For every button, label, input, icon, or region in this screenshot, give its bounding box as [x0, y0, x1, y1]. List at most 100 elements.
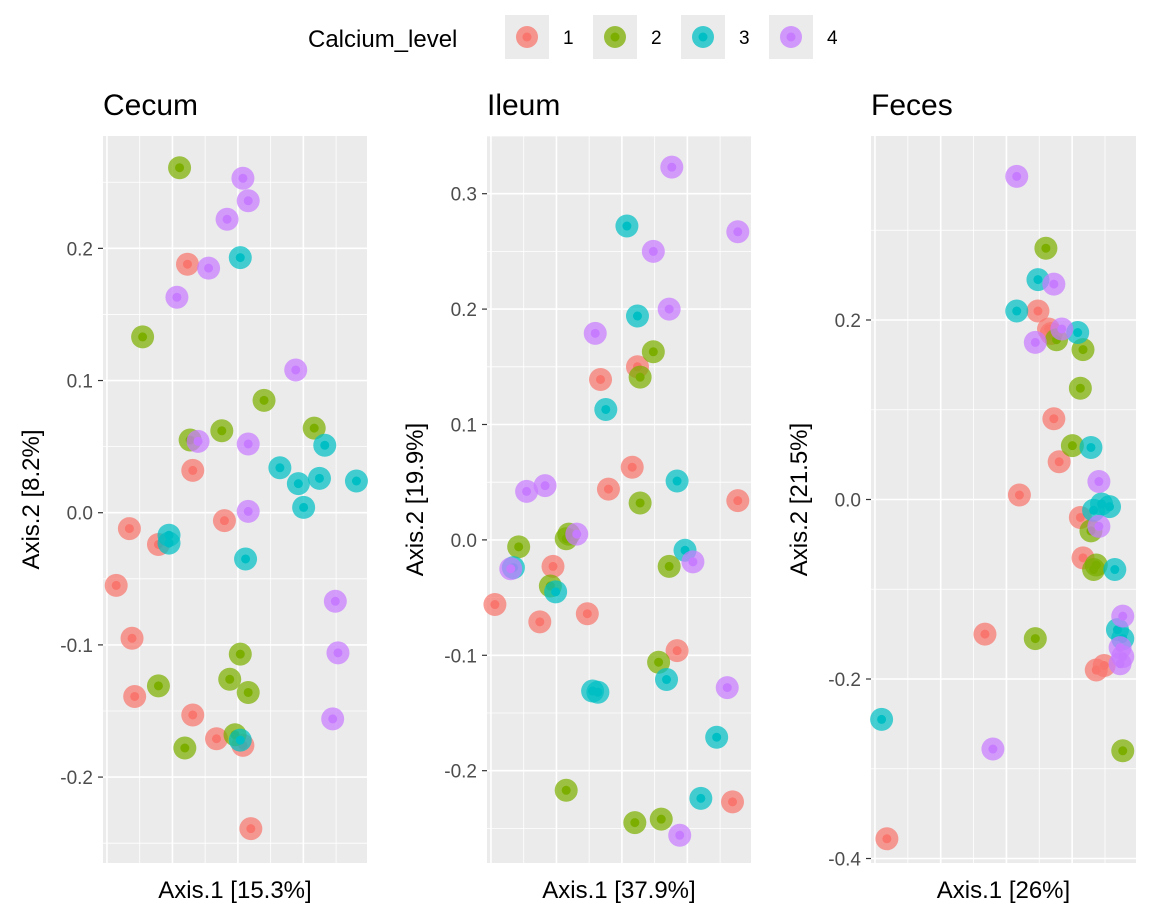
data-point-core — [182, 259, 192, 269]
data-point-core — [672, 646, 682, 656]
data-point-core — [622, 221, 632, 231]
legend-label: 3 — [739, 28, 750, 49]
y-tick-label: -0.4 — [828, 850, 861, 871]
data-point-core — [328, 714, 338, 724]
y-tick-label: -0.1 — [60, 636, 93, 657]
y-tick-label: 0.2 — [67, 239, 93, 260]
data-point-core — [1086, 442, 1096, 452]
legend-label: 4 — [827, 28, 838, 49]
data-point-core — [988, 744, 998, 754]
data-point-core — [314, 473, 324, 483]
data-point-core — [601, 404, 611, 414]
data-point-core — [243, 439, 253, 449]
data-point-core — [514, 542, 524, 552]
x-axis-label: Axis.1 [37.9%] — [542, 877, 695, 904]
data-point-core — [535, 617, 545, 627]
data-point-core — [293, 479, 303, 489]
y-axis-label: Axis.2 [19.9%] — [402, 423, 429, 576]
data-point-core — [193, 436, 203, 446]
data-point-core — [1014, 490, 1024, 500]
x-axis-label: Axis.1 [15.3%] — [158, 877, 311, 904]
data-point-core — [548, 561, 558, 571]
data-point-core — [980, 629, 990, 639]
data-point-core — [1049, 279, 1059, 289]
data-point-core — [1094, 477, 1104, 487]
y-axis-label: Axis.2 [8.2%] — [18, 429, 45, 569]
y-tick-label: -0.2 — [444, 762, 477, 783]
data-point-core — [127, 633, 137, 643]
y-tick-label: 0.3 — [451, 185, 477, 206]
data-point-core — [627, 462, 637, 472]
data-point-core — [1030, 634, 1040, 644]
data-point-core — [506, 564, 516, 574]
data-point-core — [664, 561, 674, 571]
y-tick-label: 0.1 — [67, 372, 93, 393]
panel-background — [103, 136, 367, 863]
data-point-core — [672, 476, 682, 486]
legend-key-marker-core — [786, 32, 796, 42]
y-tick-label: 0.2 — [451, 300, 477, 321]
data-point-core — [582, 609, 592, 619]
y-tick-label: -0.2 — [60, 768, 93, 789]
data-point-core — [204, 263, 214, 273]
data-point-core — [603, 484, 613, 494]
data-point-core — [238, 173, 248, 183]
data-point-core — [138, 332, 148, 342]
data-point-core — [733, 496, 743, 506]
data-point-core — [593, 687, 603, 697]
data-point-core — [219, 516, 229, 526]
data-point-core — [1073, 328, 1083, 338]
data-point-core — [330, 596, 340, 606]
data-point-core — [522, 486, 532, 496]
data-point-core — [632, 311, 642, 321]
data-point-core — [540, 481, 550, 491]
data-point-core — [1054, 457, 1064, 467]
data-point-core — [188, 465, 198, 475]
data-point-core — [561, 785, 571, 795]
data-point-core — [877, 714, 887, 724]
data-point-core — [217, 426, 227, 436]
data-point-core — [225, 674, 235, 684]
legend-key-marker-core — [610, 32, 620, 42]
data-point-core — [235, 735, 245, 745]
data-point-core — [656, 814, 666, 824]
data-point-core — [635, 372, 645, 382]
data-point-core — [172, 292, 182, 302]
data-point-core — [572, 529, 582, 539]
y-tick-label: 0.2 — [835, 311, 861, 332]
data-point-core — [1033, 306, 1043, 316]
data-point-core — [1075, 512, 1085, 522]
data-point-core — [1078, 345, 1088, 355]
data-point-core — [675, 830, 685, 840]
data-point-core — [648, 246, 658, 256]
data-point-core — [688, 557, 698, 567]
legend-entry-3: 3 — [681, 15, 750, 59]
data-point-core — [733, 227, 743, 237]
data-point-core — [275, 463, 285, 473]
data-point-core — [882, 834, 892, 844]
data-point-core — [1091, 560, 1101, 570]
data-point-core — [590, 328, 600, 338]
legend: Calcium_level 1 2 3 4 — [308, 15, 838, 59]
data-point-core — [696, 793, 706, 803]
data-point-core — [164, 538, 174, 548]
data-point-core — [648, 347, 658, 357]
data-point-core — [490, 600, 500, 610]
data-point-core — [1041, 243, 1051, 253]
data-point-core — [1105, 502, 1114, 512]
data-point-core — [222, 214, 232, 224]
data-point-core — [1030, 337, 1040, 347]
legend-label: 1 — [563, 28, 574, 49]
data-point-core — [309, 423, 319, 433]
data-point-core — [243, 506, 253, 516]
data-point-core — [1033, 275, 1043, 285]
data-point-core — [246, 824, 256, 834]
x-axis-label: Axis.1 [26%] — [937, 877, 1070, 904]
panel-cecum: 0.2 0.1 0.0 -0.1 -0.2 Cecum Axis.1 [15.3%] Axis… — [18, 89, 368, 904]
data-point-core — [241, 554, 251, 564]
data-point-core — [1115, 659, 1125, 669]
data-point-core — [320, 440, 330, 450]
data-point-core — [1099, 661, 1109, 671]
data-point-core — [1110, 565, 1120, 575]
